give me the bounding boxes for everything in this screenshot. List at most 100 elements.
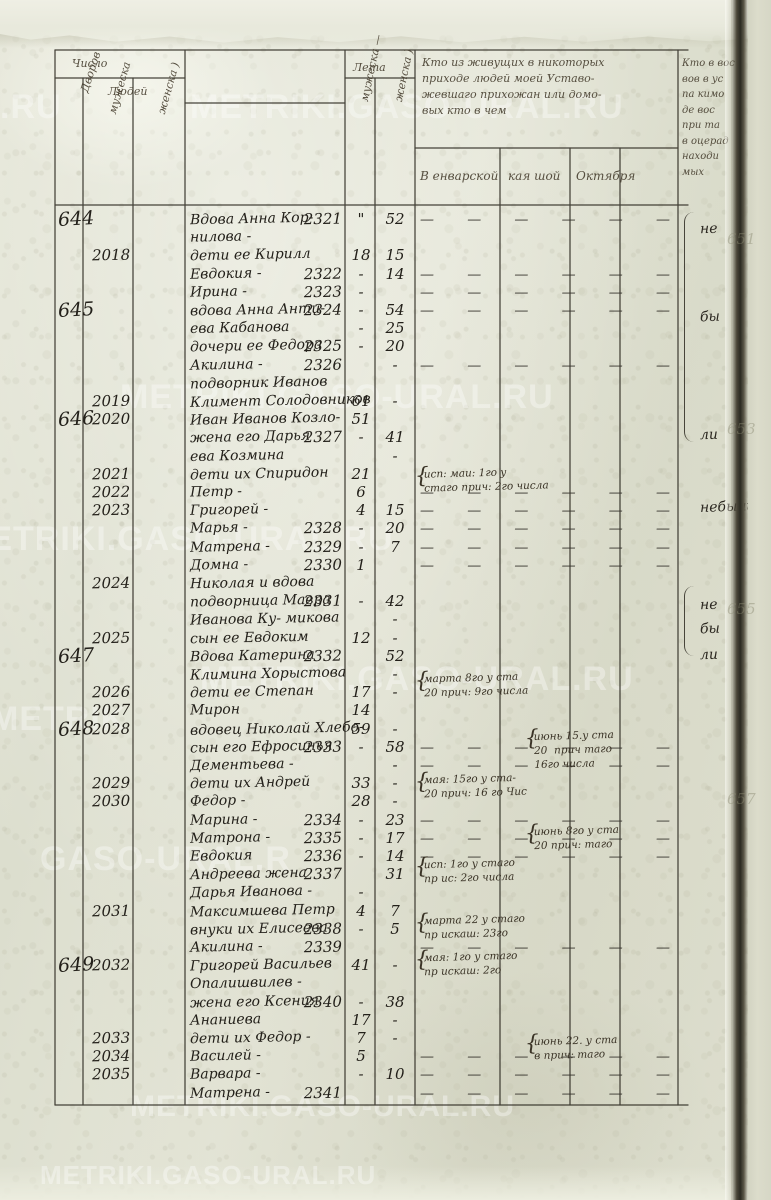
female-soul-number: 2336: [303, 846, 343, 866]
person-name: вдова Анна Анти-: [189, 300, 326, 320]
person-name: дети ее Степан: [189, 682, 314, 702]
age-male: 6: [356, 483, 366, 501]
male-soul-number: 2034: [91, 1046, 131, 1066]
ditto-dashes: — — — — — —: [420, 357, 670, 374]
brace-glyph: {: [524, 1030, 540, 1057]
margin-note: бы: [699, 308, 721, 326]
age-male: 28: [351, 792, 371, 811]
margin-note: небыли: [699, 498, 756, 516]
female-soul-number: 2326: [303, 355, 343, 374]
person-name: Григорей Васильев: [189, 955, 333, 975]
person-name: Федор -: [189, 792, 246, 810]
age-female: 42: [385, 592, 405, 611]
age-male: -: [358, 828, 364, 847]
ditto-dashes: — — — — — —: [420, 739, 670, 756]
age-female: 52: [385, 210, 405, 228]
age-male: -: [358, 428, 364, 447]
confession-date-note: {мая: 15го у ста- 20 прич: 16 го Чис: [415, 769, 528, 802]
male-soul-number: 2035: [91, 1065, 131, 1084]
ditto-dashes: — — — — — —: [420, 830, 670, 847]
margin-note: ли: [699, 426, 719, 444]
confession-date-note: {июнь 15.у ста 20 прич таго 16го числа: [524, 726, 614, 773]
margin-note: не: [699, 220, 718, 238]
header-leta: Лета: [353, 61, 386, 74]
ditto-dashes: — — — — — —: [420, 266, 670, 283]
age-female: 38: [385, 992, 405, 1011]
person-name: Домна -: [189, 556, 249, 574]
age-female: 5: [390, 919, 400, 938]
person-name: Евдокия: [189, 847, 253, 865]
header-month-october: Октября: [576, 169, 636, 183]
age-male: 4: [356, 501, 366, 520]
age-female: 15: [385, 246, 405, 265]
ditto-dashes: — — — — — —: [420, 812, 670, 829]
confession-date-note: {марта 22 у стаго пр искаш: 23го: [415, 910, 526, 943]
age-male: 17: [351, 683, 371, 702]
female-soul-number: 2335: [303, 828, 343, 848]
male-soul-number: 2021: [91, 464, 131, 484]
brace-glyph: {: [414, 947, 430, 973]
age-female: -: [392, 719, 398, 738]
person-name: вдовец Николай Хлебо-: [189, 718, 364, 739]
age-male: 41: [351, 956, 371, 975]
age-female: -: [392, 355, 398, 374]
ditto-dashes: — — — — — —: [420, 557, 670, 574]
person-name: Марина -: [189, 810, 258, 829]
header-right-title: Кто в вос вов в ус па кимо де вос при та…: [682, 58, 735, 178]
age-female: -: [392, 683, 398, 702]
person-name: подворник Иванов: [189, 373, 328, 393]
person-name: нилова -: [189, 228, 252, 246]
age-male: -: [358, 537, 364, 556]
male-soul-number: 2023: [91, 500, 131, 520]
person-name: Варвара -: [189, 1065, 261, 1084]
age-male: -: [358, 737, 364, 756]
person-name: ева Кабанова: [189, 319, 290, 338]
household-number: 648: [57, 716, 95, 741]
age-male: 7: [356, 1029, 366, 1047]
male-soul-number: 2018: [91, 246, 131, 265]
person-name: Евдокия -: [189, 264, 262, 283]
age-male: 5: [356, 1047, 366, 1066]
age-female: -: [392, 1010, 398, 1029]
age-female: 10: [385, 1065, 405, 1084]
male-soul-number: 2024: [91, 573, 131, 593]
person-name: дети ее Кирилл: [189, 246, 311, 265]
age-female: -: [392, 956, 398, 975]
age-male: -: [358, 992, 364, 1011]
age-male: -: [358, 319, 364, 338]
ditto-dashes: — — — — — —: [420, 1085, 670, 1102]
brace-glyph: {: [414, 910, 430, 936]
person-name: Дементьева -: [189, 755, 294, 775]
female-soul-number: 2329: [303, 537, 343, 556]
note-text: июнь 22. у ста в прич: таго: [533, 1033, 618, 1063]
age-male: 14: [351, 701, 371, 720]
ditto-dashes: — — — — — —: [420, 485, 670, 501]
person-name: дети их Андрей: [189, 773, 311, 793]
person-name: Андреева жена: [189, 864, 308, 884]
brace-glyph: {: [414, 854, 430, 880]
ditto-dashes: — — — — — —: [420, 539, 670, 556]
brace-glyph: {: [414, 668, 430, 694]
age-male: 61: [351, 392, 371, 410]
ditto-dashes: — — — — — —: [420, 758, 670, 774]
age-female: 14: [385, 264, 405, 283]
age-female: -: [392, 792, 398, 811]
person-name: внуки их Елисеева: [189, 919, 328, 939]
person-name: Дарья Иванова -: [189, 883, 313, 902]
person-name: Иванова Ку- микова: [189, 609, 340, 629]
note-text: мая: 15го у ста- 20 прич: 16 го Чис: [423, 771, 528, 801]
age-female: 15: [385, 501, 405, 520]
age-male: 1: [356, 555, 366, 574]
male-soul-number: 2022: [91, 482, 131, 502]
female-soul-number: 2322: [303, 264, 343, 283]
age-male: ": [357, 210, 365, 228]
age-male: -: [358, 919, 364, 938]
age-female: -: [392, 1029, 398, 1047]
confession-date-note: {исп: 1го у стаго пр ис: 2го числа: [415, 854, 516, 887]
age-female: 20: [385, 519, 405, 538]
person-name: ева Козмина: [189, 446, 285, 465]
age-male: 33: [351, 774, 371, 793]
person-name: Вдова Катерина: [189, 646, 315, 666]
person-name: Климент Солодовников: [189, 391, 371, 411]
male-soul-number: 2020: [91, 409, 131, 429]
